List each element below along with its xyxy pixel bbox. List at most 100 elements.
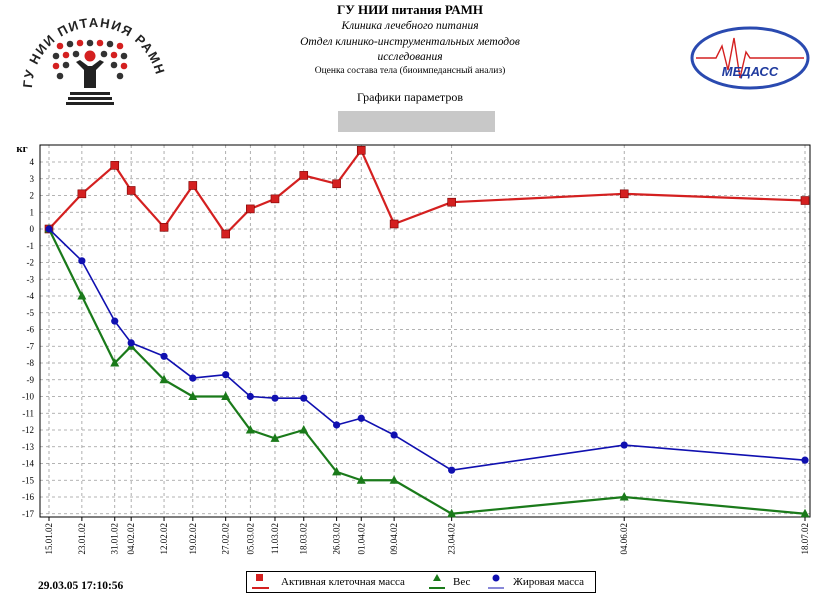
y-tick-label: 0 bbox=[30, 224, 35, 234]
marker-circle bbox=[127, 339, 135, 347]
y-tick-label: -9 bbox=[27, 375, 35, 385]
medass-logo: МЕДАСС bbox=[690, 26, 810, 90]
y-tick-label: -16 bbox=[22, 492, 34, 502]
y-tick-label: -12 bbox=[22, 425, 34, 435]
x-tick-label: 26.03.02 bbox=[332, 523, 342, 555]
legend-swatch-active bbox=[252, 574, 269, 589]
marker-circle bbox=[620, 441, 628, 449]
y-tick-label: -17 bbox=[22, 509, 34, 519]
series-1 bbox=[44, 224, 810, 518]
x-tick-label: 23.04.02 bbox=[447, 523, 457, 555]
marker-circle bbox=[189, 374, 197, 382]
marker-square bbox=[270, 194, 280, 204]
marker-circle bbox=[45, 225, 53, 233]
report-timestamp: 29.03.05 17:10:56 bbox=[38, 580, 124, 592]
y-tick-label: -10 bbox=[22, 392, 34, 402]
marker-circle bbox=[160, 352, 168, 360]
y-tick-label: -2 bbox=[27, 258, 35, 268]
y-tick-label: -7 bbox=[27, 341, 35, 351]
marker-circle bbox=[300, 394, 308, 402]
y-tick-label: -13 bbox=[22, 442, 34, 452]
y-tick-label: -11 bbox=[22, 408, 34, 418]
marker-triangle bbox=[356, 475, 366, 484]
marker-triangle bbox=[800, 508, 810, 518]
x-tick-label: 12.02.02 bbox=[159, 523, 169, 555]
x-tick-label: 04.02.02 bbox=[126, 523, 136, 555]
marker-circle bbox=[271, 394, 279, 402]
x-tick-label: 05.03.02 bbox=[245, 523, 255, 555]
marker-square bbox=[159, 223, 169, 232]
y-tick-label: 2 bbox=[30, 191, 35, 201]
marker-triangle bbox=[332, 466, 342, 476]
y-tick-label: 4 bbox=[30, 157, 35, 167]
dots-icon bbox=[52, 39, 128, 80]
axes: 4 3 2 1 0 -1 -2 -3 -4 -5 -6 -7 -8 -9 -10 -11 -12 -13 -14 -1… bbox=[22, 144, 811, 555]
marker-square bbox=[126, 186, 136, 195]
x-tick-label: 31.01.02 bbox=[110, 523, 120, 555]
marker-triangle bbox=[159, 374, 169, 384]
y-tick-label: -5 bbox=[27, 308, 35, 318]
legend: Активная клеточная масса Вес Жировая мас… bbox=[246, 571, 596, 593]
books-icon bbox=[66, 92, 114, 105]
marker-triangle bbox=[245, 425, 255, 434]
legend-swatch-weight bbox=[429, 574, 445, 589]
x-tick-label: 18.03.02 bbox=[299, 523, 309, 555]
plot-frame bbox=[39, 144, 811, 518]
marker-circle bbox=[801, 456, 809, 464]
legend-label-weight: Вес bbox=[453, 576, 471, 588]
marker-square bbox=[299, 171, 309, 180]
series-line-2 bbox=[48, 228, 806, 472]
legend-swatch-fat bbox=[488, 574, 504, 589]
marker-triangle bbox=[188, 391, 198, 400]
marker-triangle bbox=[447, 508, 457, 518]
marker-square bbox=[619, 189, 629, 199]
marker-triangle bbox=[270, 433, 280, 442]
x-tick-label: 23.01.02 bbox=[77, 523, 87, 555]
figure-icon bbox=[76, 50, 104, 88]
series-0 bbox=[44, 145, 810, 239]
legend-label-fat: Жировая масса bbox=[513, 576, 585, 588]
department-line-2: исследования bbox=[377, 51, 443, 63]
marker-circle bbox=[333, 421, 341, 429]
marker-square bbox=[221, 229, 230, 239]
y-tick-label: 1 bbox=[30, 207, 35, 217]
x-tick-label: 18.07.02 bbox=[800, 523, 810, 555]
legend-label-active: Активная клеточная масса bbox=[281, 576, 405, 588]
y-tick-label: -1 bbox=[27, 241, 35, 251]
logo-right-text: МЕДАСС bbox=[722, 64, 779, 79]
marker-triangle bbox=[221, 391, 231, 400]
series bbox=[44, 145, 810, 518]
marker-square bbox=[332, 179, 341, 189]
y-tick-label: -6 bbox=[27, 325, 35, 335]
marker-square bbox=[800, 196, 810, 205]
series-line-1 bbox=[48, 228, 806, 515]
marker-square bbox=[389, 219, 399, 229]
marker-square bbox=[447, 197, 456, 207]
marker-square bbox=[77, 189, 87, 199]
y-tick-label: -3 bbox=[27, 274, 35, 284]
graphs-title: Графики параметров bbox=[356, 90, 463, 104]
marker-circle bbox=[448, 466, 456, 474]
x-tick-label: 04.06.02 bbox=[619, 523, 629, 555]
x-tick-label: 01.04.02 bbox=[356, 523, 366, 555]
marker-square bbox=[188, 181, 198, 190]
marker-triangle bbox=[77, 291, 87, 300]
marker-circle bbox=[222, 371, 230, 379]
marker-square bbox=[246, 204, 255, 214]
report-header: ГУ НИИ питания РАМН Клиника лечебного пи… bbox=[0, 0, 820, 140]
marker-circle bbox=[246, 392, 254, 401]
patient-name-field bbox=[338, 111, 495, 132]
marker-triangle bbox=[299, 425, 309, 434]
org-title: ГУ НИИ питания РАМН bbox=[337, 2, 483, 17]
x-tick-label: 11.03.02 bbox=[270, 523, 280, 554]
y-tick-label: -14 bbox=[22, 459, 34, 469]
y-tick-label: -8 bbox=[27, 358, 35, 368]
marker-triangle bbox=[389, 475, 399, 484]
x-tick-label: 15.01.02 bbox=[44, 523, 54, 555]
department-line-1: Отдел клинико-инструментальных методов bbox=[300, 36, 520, 48]
marker-triangle bbox=[619, 492, 629, 501]
series-2 bbox=[45, 225, 809, 474]
marker-circle bbox=[357, 414, 365, 422]
marker-square bbox=[110, 161, 120, 170]
